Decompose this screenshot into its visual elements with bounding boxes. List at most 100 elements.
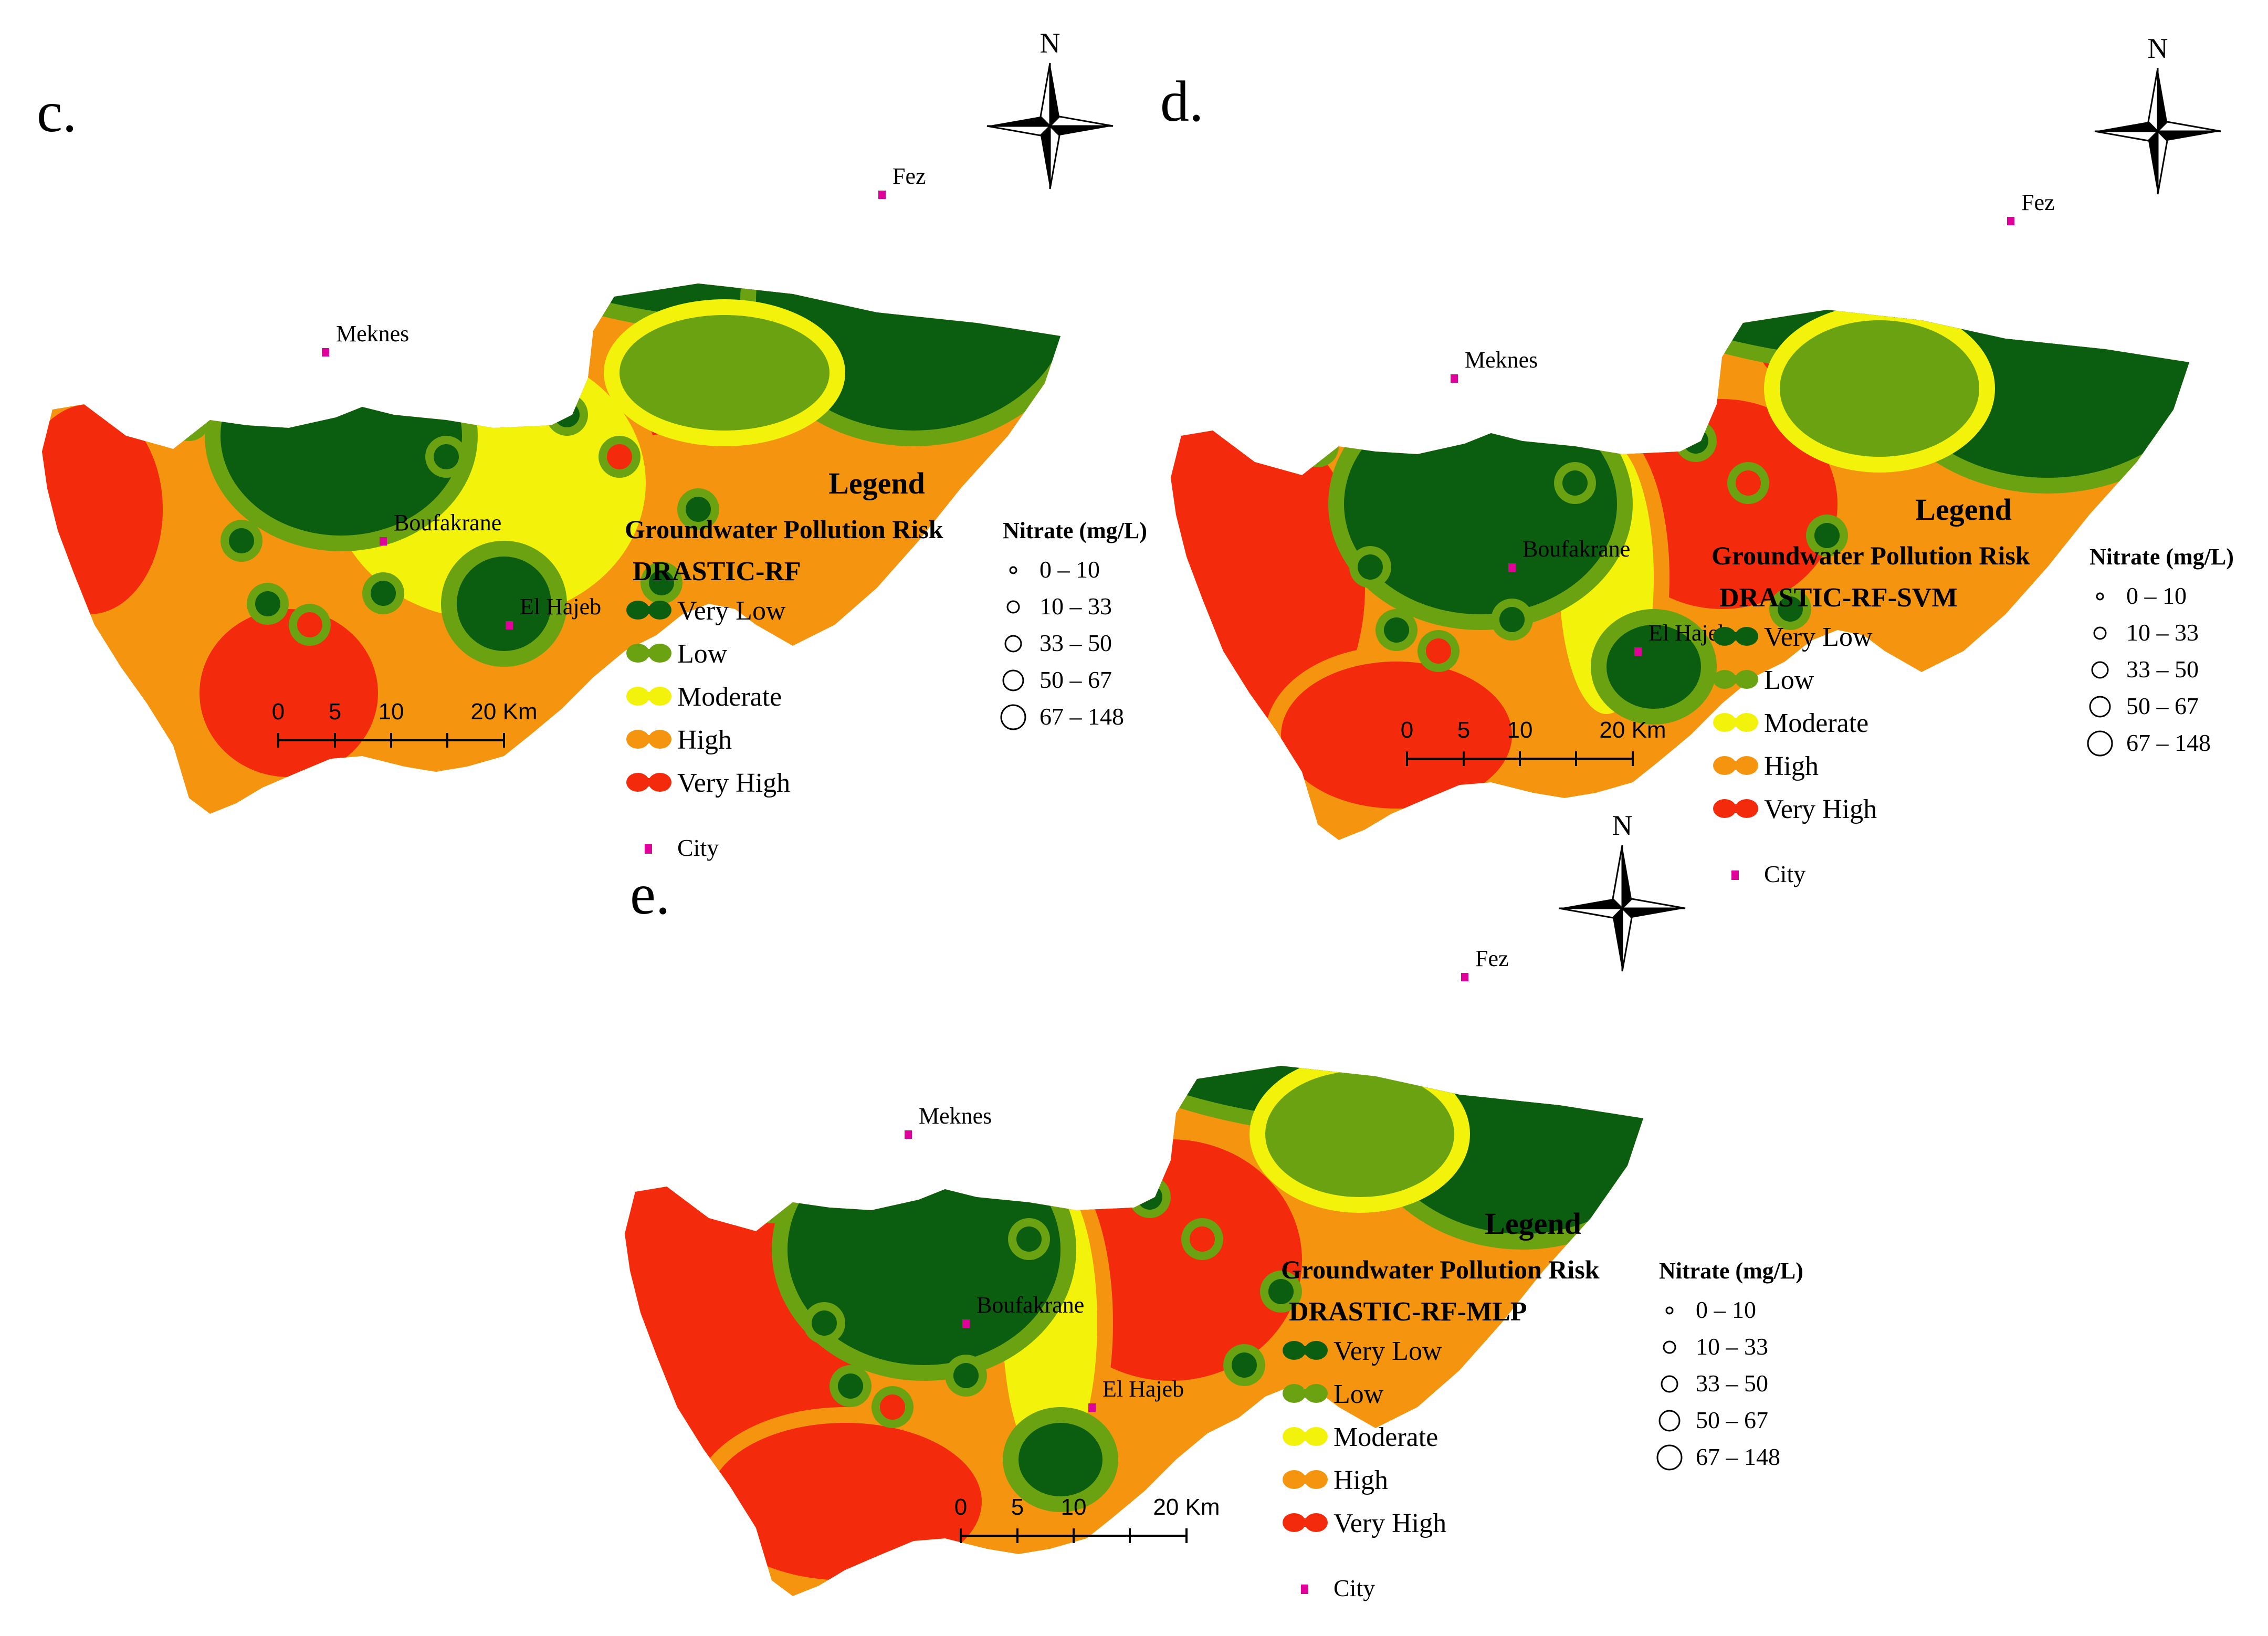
- city-marker: [1634, 647, 1642, 656]
- north-arrow-icon: [2094, 130, 2160, 142]
- north-arrow-icon: [2158, 131, 2221, 141]
- legend-city-label: City: [1764, 861, 1805, 887]
- legend-swatch-very-high: [626, 773, 671, 792]
- scale-bar-label: 20 Km: [470, 699, 537, 725]
- nitrate-hotspot-core: [554, 402, 580, 427]
- nitrate-hotspot-ring: [1297, 425, 1339, 467]
- risk-zone-very-low: [462, 284, 1060, 320]
- nitrate-class-label: 10 – 33: [1040, 593, 1112, 620]
- nitrate-hotspot-core: [1683, 428, 1708, 454]
- nitrate-hotspot-ring: [168, 399, 210, 441]
- panel-letter: d.: [1160, 69, 1204, 133]
- nitrate-class-label: 10 – 33: [1696, 1333, 1768, 1360]
- north-arrow-icon: [1041, 126, 1050, 189]
- city-marker: [1508, 563, 1516, 572]
- city-label: Meknes: [919, 1103, 992, 1129]
- nitrate-hotspot-core: [255, 591, 280, 616]
- nitrate-hotspot-core: [1268, 1279, 1294, 1304]
- nitrate-hotspot-ring: [399, 368, 441, 410]
- legend-swatch-blob: [1283, 1470, 1306, 1489]
- nitrate-circle: [1004, 635, 1022, 653]
- risk-zone-halo: [163, 305, 289, 410]
- legend-swatch-blob: [626, 730, 649, 749]
- city-marker: [1088, 1403, 1096, 1412]
- legend-swatch-blob: [626, 687, 649, 706]
- nitrate-circle: [1656, 1444, 1683, 1471]
- city-marker: [905, 1130, 912, 1139]
- legend-swatch-blob: [1735, 713, 1758, 732]
- scale-bar-label: 10: [379, 699, 404, 725]
- nitrate-hotspot-core: [1736, 470, 1761, 496]
- scale-bar-label: 20 Km: [1153, 1494, 1220, 1520]
- north-arrow-icon: [1612, 845, 1623, 910]
- legend-swatch-blob: [643, 692, 656, 700]
- legend-swatch-blob: [643, 606, 656, 614]
- panel-letter: c.: [37, 80, 77, 144]
- risk-zone-very-low: [1018, 1423, 1102, 1496]
- legend-swatch-very-high: [1283, 1513, 1328, 1532]
- risk-zone-very-low: [457, 557, 551, 651]
- legend: Legend Groundwater Pollution Risk DRASTIC-…: [1712, 492, 2234, 887]
- legend-swatch-blob: [1713, 756, 1736, 775]
- north-arrow-icon: N: [1559, 810, 1686, 972]
- legend-swatch-blob: [1730, 675, 1742, 684]
- legend-swatch-blob: [1713, 670, 1736, 689]
- nitrate-hotspot-core: [297, 612, 322, 637]
- legend-swatch-blob: [643, 778, 656, 786]
- legend-swatch-moderate: [1283, 1427, 1328, 1446]
- north-arrow-icon: [2157, 129, 2168, 195]
- city-label: El Hajeb: [1102, 1376, 1184, 1402]
- nitrate-title: Nitrate (mg/L): [1003, 518, 1147, 543]
- legend-swatch-blob: [1735, 799, 1758, 818]
- legend: Legend Groundwater Pollution Risk DRASTIC-…: [625, 466, 1147, 861]
- legend-title: Legend: [828, 466, 925, 500]
- legend-swatch-blob: [1730, 632, 1742, 641]
- nitrate-hotspot-core: [229, 528, 254, 553]
- nitrate-class-label: 50 – 67: [1696, 1407, 1768, 1433]
- legend-swatch-blob: [1299, 1475, 1312, 1484]
- scale-bar-label: 5: [329, 699, 341, 725]
- legend-swatch-blob: [1283, 1427, 1306, 1446]
- nitrate-hotspot-core: [1562, 470, 1588, 496]
- nitrate-class-label: 33 – 50: [1696, 1370, 1768, 1397]
- nitrate-hotspot-core: [759, 1190, 784, 1215]
- city-label: Fez: [892, 163, 926, 189]
- nitrate-circle: [1002, 669, 1024, 691]
- nitrate-hotspot-core: [607, 444, 632, 469]
- legend-class-label: High: [677, 725, 732, 755]
- legend-class-label: Very Low: [677, 596, 786, 626]
- scale-bar-label: 0: [1401, 717, 1413, 743]
- legend-class-label: Low: [677, 639, 728, 669]
- legend-swatch-blob: [1283, 1384, 1306, 1403]
- north-arrow-icon: [2158, 68, 2167, 131]
- legend-swatch-blob: [648, 730, 671, 749]
- north-arrow-icon: [986, 125, 1052, 137]
- legend-swatch-blob: [1305, 1513, 1328, 1532]
- scale-bar-label: 0: [954, 1494, 967, 1520]
- nitrate-circle: [2093, 626, 2107, 640]
- nitrate-hotspot-ring: [1528, 394, 1570, 436]
- north-arrow-icon: [987, 117, 1050, 126]
- scale-bar: 0 5 10 20 Km: [954, 1494, 1220, 1543]
- legend-title: Legend: [1915, 492, 2012, 527]
- north-arrow-icon: [1040, 62, 1051, 128]
- legend-class-label: Very High: [1764, 794, 1877, 824]
- legend-class-label: High: [1764, 751, 1819, 781]
- legend-swatch-blob: [1730, 718, 1742, 727]
- legend-swatch-high: [626, 730, 671, 749]
- nitrate-class-label: 33 – 50: [2126, 656, 2199, 683]
- legend-swatch-high: [1713, 756, 1758, 775]
- legend-class-label: Moderate: [677, 682, 782, 712]
- legend-swatch-blob: [648, 773, 671, 792]
- scale-bar-label: 20 Km: [1599, 717, 1666, 743]
- legend-swatch-blob: [1305, 1470, 1328, 1489]
- north-arrow-icon: [1050, 126, 1113, 135]
- legend-swatch-blob: [648, 687, 671, 706]
- nitrate-hotspot-core: [407, 376, 433, 401]
- nitrate-hotspot-core: [990, 1158, 1015, 1183]
- nitrate-circle: [1665, 1306, 1674, 1315]
- north-arrow-icon: N: [986, 27, 1114, 190]
- north-arrow-icon: [1622, 845, 1632, 908]
- north-arrow-icon: [1613, 908, 1622, 971]
